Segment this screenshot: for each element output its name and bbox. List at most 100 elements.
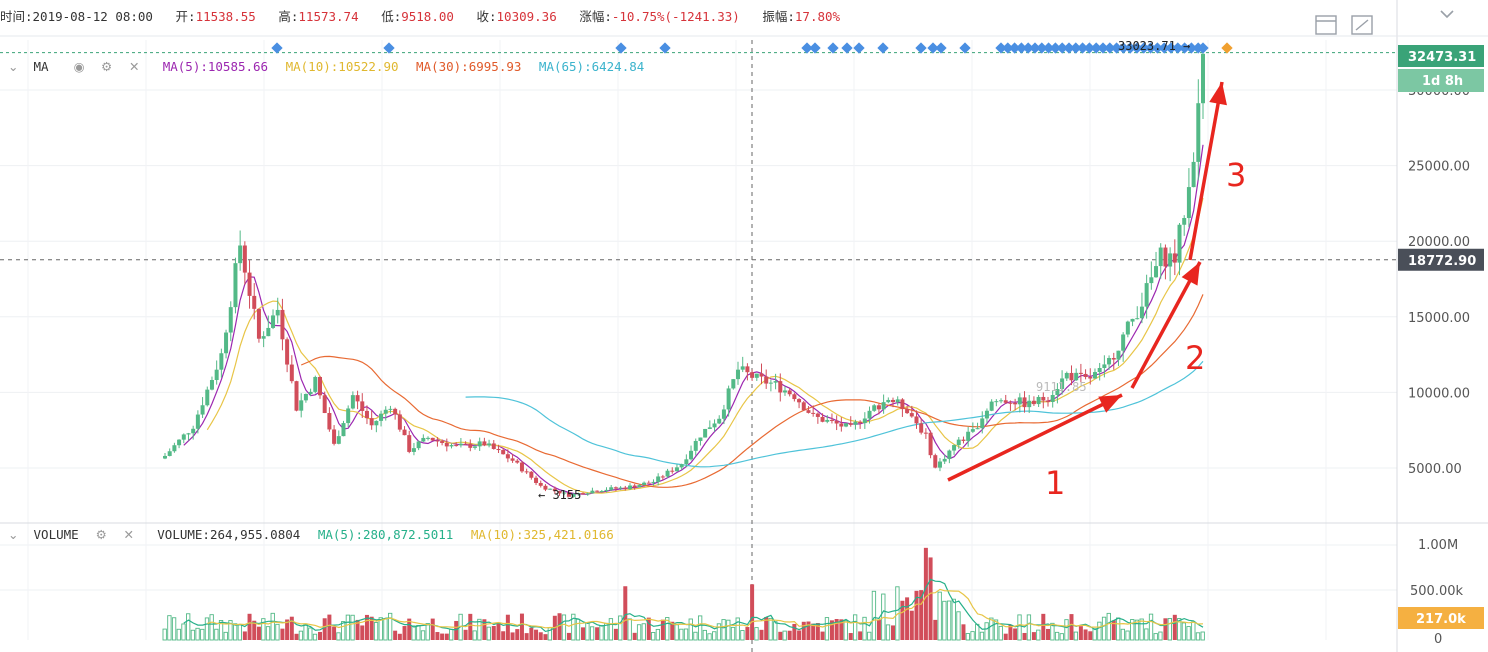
candle-body: [679, 464, 684, 468]
candle-body: [519, 462, 524, 472]
volume-bar: [171, 617, 177, 641]
expand-icon[interactable]: [1351, 15, 1373, 35]
candle-body: [1191, 161, 1196, 188]
price-tick-label: 25000.00: [1408, 160, 1470, 175]
low-price-label: ← 3155: [538, 488, 581, 502]
candle-body: [1196, 103, 1201, 162]
volume-bar: [679, 628, 684, 641]
trend-arrow-1-head: [1098, 395, 1122, 413]
candle-body: [435, 440, 440, 442]
candle-body: [858, 421, 863, 424]
event-marker: [809, 42, 821, 54]
candle-body: [299, 400, 304, 411]
candle-body: [163, 455, 167, 459]
event-marker: [841, 42, 853, 54]
volume-bar: [712, 631, 717, 641]
volume-bar: [989, 617, 994, 641]
volume-bar: [491, 625, 496, 640]
event-marker: [915, 42, 927, 54]
candle-body: [501, 450, 506, 455]
volume-bar: [862, 616, 867, 641]
trend-arrow-3: [1188, 81, 1224, 261]
candle-body: [684, 459, 689, 465]
candle-body: [1064, 372, 1069, 379]
volume-bar: [265, 626, 271, 641]
candle-body: [660, 476, 665, 478]
eye-icon[interactable]: ◉: [73, 59, 85, 74]
event-marker: [1029, 42, 1041, 54]
candle-body: [909, 413, 914, 417]
candle-body: [623, 487, 628, 490]
volume-bar: [510, 632, 515, 640]
volume-bar: [373, 622, 379, 641]
volume-bar: [848, 633, 853, 640]
volume-bar: [885, 624, 891, 641]
candle-body: [214, 369, 219, 381]
candle-body: [350, 395, 355, 409]
event-marker-latest: [1221, 42, 1233, 54]
candle-body: [834, 420, 839, 424]
volume-bar: [360, 625, 365, 640]
candle-body: [186, 433, 191, 435]
candle-body: [261, 336, 266, 339]
collapse-chevron-icon[interactable]: [1440, 10, 1454, 19]
volume-bar: [322, 618, 327, 640]
volume-bar: [965, 633, 971, 641]
volume-bar: [608, 618, 614, 641]
volume-bar: [632, 632, 637, 640]
candle-body: [665, 470, 670, 477]
candle-body: [449, 445, 454, 447]
candle-body: [740, 366, 745, 370]
event-marker: [1076, 42, 1089, 54]
volume-bar: [674, 624, 679, 641]
volume-bar: [416, 624, 421, 641]
volume-bar: [393, 630, 398, 640]
volume-close-icon[interactable]: ✕: [123, 527, 134, 542]
volume-collapse-chevron-icon[interactable]: ⌄: [8, 527, 19, 542]
event-marker: [1197, 42, 1209, 54]
time-value: 2019-08-12 08:00: [32, 9, 153, 24]
close-icon[interactable]: ✕: [128, 59, 140, 74]
fullscreen-panel-icon[interactable]: [1315, 15, 1337, 35]
volume-bar: [228, 620, 233, 641]
volume-bar: [1003, 633, 1008, 640]
volume-bar: [773, 621, 778, 641]
candle-body: [1074, 372, 1079, 381]
trend-label-3: 3: [1226, 156, 1246, 194]
volume-settings-gear-icon[interactable]: ⚙: [95, 527, 107, 542]
volume-bar: [923, 547, 928, 640]
volume-bar: [1186, 626, 1191, 641]
price-tick-label: 5000.00: [1408, 462, 1462, 477]
candle-body: [637, 485, 642, 488]
volume-bar: [270, 612, 275, 641]
candle-body: [947, 450, 952, 459]
volume-bar: [759, 629, 764, 640]
event-marker: [1070, 42, 1082, 54]
volume-bar: [1116, 617, 1121, 641]
candle-body: [862, 418, 867, 424]
candle-body: [430, 437, 435, 441]
volume-bar: [1200, 631, 1205, 641]
event-marker: [877, 42, 889, 54]
volume-bar: [280, 628, 285, 640]
candle-body: [721, 409, 726, 419]
candle-body: [707, 427, 712, 429]
candle-body: [604, 489, 609, 492]
settings-gear-icon[interactable]: ⚙: [101, 59, 113, 74]
volume-tick-label: 500.00k: [1410, 584, 1463, 599]
volume-bar: [496, 623, 501, 640]
volume-bar: [1088, 631, 1093, 640]
volume-bar: [327, 614, 332, 640]
candle-body: [999, 400, 1004, 402]
volume-bar: [660, 619, 665, 640]
candle-body: [242, 245, 247, 273]
candle-body: [1050, 395, 1055, 402]
volume-bar: [905, 597, 910, 640]
collapse-chevron-icon[interactable]: ⌄: [8, 59, 19, 74]
volume-bar: [1059, 633, 1064, 641]
volume-bar: [1046, 628, 1051, 640]
volume-bar: [740, 630, 745, 641]
candles: [163, 44, 1205, 498]
candle-body: [566, 492, 571, 497]
